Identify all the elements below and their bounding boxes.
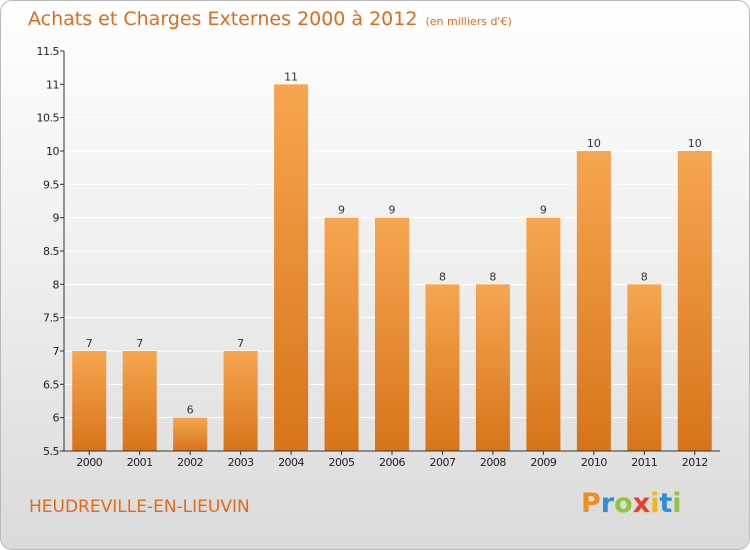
y-tick-label: 7.5 [43,312,59,325]
data-label: 6 [187,404,194,417]
data-label: 7 [136,337,143,350]
data-label: 9 [389,204,396,217]
bar [677,151,712,451]
y-tick-label: 11 [46,78,59,91]
data-label: 7 [86,337,93,350]
y-tick-label: 10.5 [37,112,60,125]
bar [122,351,157,451]
bar [576,151,611,451]
x-tick-label: 2001 [127,456,153,469]
bar [526,217,561,451]
commune-name: HEUDREVILLE-EN-LIEUVIN [29,497,250,517]
y-tick-label: 6.5 [43,378,59,391]
y-tick-label: 11.5 [37,45,60,58]
logo-letter: o [614,488,633,519]
bar [173,417,208,451]
x-tick-label: 2000 [76,456,102,469]
bar [425,284,460,451]
bar [324,217,359,451]
x-tick-label: 2008 [480,456,506,469]
x-tick-label: 2011 [631,456,657,469]
proxiti-logo[interactable]: Proxiti [581,488,682,519]
logo-letter: t [659,488,673,519]
bar [274,84,309,451]
x-tick-label: 2006 [379,456,405,469]
x-tick-label: 2002 [177,456,203,469]
logo-letter: i [650,488,660,519]
x-tick-label: 2010 [581,456,607,469]
y-tick-label: 8 [53,278,60,291]
bar [223,351,258,451]
y-tick-label: 5.5 [43,445,59,458]
chart-title-block: Achats et Charges Externes 2000 à 2012 (e… [28,8,512,30]
data-label: 7 [237,337,244,350]
data-label: 10 [587,137,601,150]
x-tick-label: 2004 [278,456,304,469]
logo-letter: x [632,488,651,519]
y-tick-label: 7 [53,345,60,358]
y-tick-label: 9.5 [43,178,59,191]
bar [627,284,662,451]
data-label: 8 [489,270,496,283]
data-label: 8 [641,270,648,283]
data-label: 11 [284,70,298,83]
x-tick-label: 2009 [530,456,556,469]
bar [375,217,409,451]
x-tick-label: 2007 [429,456,455,469]
data-label: 9 [540,204,547,217]
data-label: 9 [338,204,345,217]
x-tick-label: 2003 [228,456,254,469]
unit-note: (en milliers d'€) [425,15,512,28]
y-tick-label: 6 [53,412,60,425]
y-tick-label: 10 [46,145,59,158]
x-tick-label: 2012 [682,456,708,469]
bar [72,351,107,451]
y-tick-label: 8.5 [43,245,59,258]
y-tick-label: 9 [53,212,60,225]
data-label: 8 [439,270,446,283]
chart-title: Achats et Charges Externes 2000 à 2012 [28,8,418,30]
x-tick-label: 2005 [329,456,355,469]
bar [475,284,510,451]
logo-letter: P [581,488,601,519]
logo-letter: i [672,488,682,519]
logo-letter: r [600,488,615,519]
data-label: 10 [688,137,702,150]
